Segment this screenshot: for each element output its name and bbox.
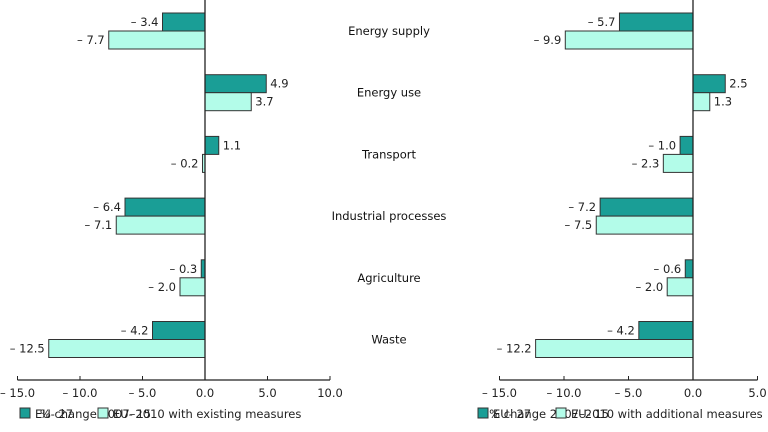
legend-swatch	[97, 407, 109, 419]
legend-item-eu-15: EU- 15	[555, 407, 609, 421]
data-label-industrial-processes-eu-27: – 7.2	[568, 200, 596, 214]
category-label-agriculture: Agriculture	[357, 271, 420, 285]
bar-energy-supply-eu-27	[618, 12, 694, 32]
data-label-energy-supply-eu-15: – 7.7	[77, 33, 105, 47]
data-label-energy-use-eu-15: 1.3	[714, 95, 732, 109]
bar-waste-eu-15	[535, 339, 694, 358]
data-label-energy-supply-eu-27: – 5.7	[588, 15, 616, 29]
category-label-energy-use: Energy use	[357, 86, 421, 100]
bar-energy-supply-eu-27	[162, 12, 206, 32]
x-tick-label: 5.0	[748, 386, 766, 400]
x-tick-label: – 5.0	[615, 386, 643, 400]
data-label-agriculture-eu-27: – 0.3	[170, 262, 198, 276]
bar-industrial-processes-eu-27	[124, 197, 206, 217]
data-label-transport-eu-15: – 0.2	[171, 156, 199, 170]
data-label-agriculture-eu-27: – 0.6	[654, 262, 682, 276]
bar-transport-eu-27	[204, 135, 220, 155]
bar-waste-eu-27	[152, 321, 206, 340]
legend-item-eu-15: EU- 15	[97, 407, 151, 421]
category-label-energy-supply: Energy supply	[348, 24, 430, 38]
bar-energy-use-eu-27	[204, 74, 267, 94]
bar-waste-eu-27	[638, 321, 694, 340]
data-label-waste-eu-15: – 12.2	[497, 342, 532, 356]
legend-item-eu-27: EU- 27	[19, 407, 73, 421]
bar-energy-supply-eu-15	[108, 30, 206, 50]
legend-label: EU- 15	[571, 407, 609, 421]
bar-waste-eu-15	[48, 339, 206, 358]
data-label-industrial-processes-eu-15: – 7.5	[565, 218, 593, 232]
bar-energy-use-eu-15	[692, 92, 711, 112]
data-label-energy-supply-eu-15: – 9.9	[534, 33, 562, 47]
bar-energy-supply-eu-15	[564, 30, 694, 50]
x-tick-label: – 5.0	[129, 386, 157, 400]
bar-energy-use-eu-27	[692, 74, 726, 94]
data-label-transport-eu-27: – 1.0	[648, 138, 676, 152]
bar-energy-use-eu-15	[204, 92, 252, 112]
x-axis-title: % change 2007–2010 with existing measure…	[40, 407, 302, 421]
data-label-transport-eu-15: – 2.3	[632, 156, 660, 170]
bar-agriculture-eu-15	[666, 277, 694, 297]
data-label-agriculture-eu-15: – 2.0	[635, 280, 663, 294]
bar-industrial-processes-eu-15	[115, 215, 206, 235]
legend-label: EU- 15	[113, 407, 151, 421]
bar-agriculture-eu-15	[179, 277, 206, 297]
bar-agriculture-eu-27	[684, 259, 694, 279]
data-label-transport-eu-27: 1.1	[223, 138, 241, 152]
legend-label: EU- 27	[35, 407, 73, 421]
category-labels: Energy supply Energy use Transport Industri…	[332, 24, 447, 347]
left-panel-existing-measures: – 3.4 – 7.7 4.9 3.7 1.1 – 0.2 – 6.4 – 7.1 – 0.3 –…	[0, 0, 343, 421]
bar-industrial-processes-eu-15	[595, 215, 694, 235]
x-tick-label: 10.0	[317, 386, 343, 400]
data-label-industrial-processes-eu-15: – 7.1	[85, 218, 113, 232]
legend-swatch	[477, 407, 489, 419]
x-tick-label: – 10.0	[62, 386, 97, 400]
category-label-industrial-processes: Industrial processes	[332, 209, 447, 223]
bar-industrial-processes-eu-27	[599, 197, 694, 217]
data-label-waste-eu-27: – 4.2	[607, 324, 635, 338]
legend-label: EU- 27	[493, 407, 531, 421]
category-label-waste: Waste	[371, 333, 406, 347]
legend-item-eu-27: EU- 27	[477, 407, 531, 421]
right-panel-additional-measures: – 5.7 – 9.9 2.5 1.3 – 1.0 – 2.3 – 7.2 – 7.5 – 0.…	[477, 0, 767, 421]
bar-transport-eu-15	[662, 153, 694, 173]
data-label-waste-eu-15: – 12.5	[10, 342, 45, 356]
data-label-energy-supply-eu-27: – 3.4	[131, 15, 159, 29]
legend-swatch	[555, 407, 567, 419]
data-label-waste-eu-27: – 4.2	[121, 324, 149, 338]
data-label-agriculture-eu-15: – 2.0	[148, 280, 176, 294]
x-tick-label: – 15.0	[0, 386, 35, 400]
data-label-energy-use-eu-15: 3.7	[255, 95, 273, 109]
legend-swatch	[19, 407, 31, 419]
data-label-energy-use-eu-27: 4.9	[270, 77, 288, 91]
x-tick-label: – 10.0	[546, 386, 581, 400]
category-label-transport: Transport	[361, 147, 416, 161]
x-tick-label: 5.0	[258, 386, 276, 400]
x-tick-label: 0.0	[196, 386, 214, 400]
bar-transport-eu-27	[679, 135, 694, 155]
data-label-energy-use-eu-27: 2.5	[729, 77, 747, 91]
data-label-industrial-processes-eu-27: – 6.4	[93, 200, 121, 214]
x-tick-label: – 15.0	[482, 386, 517, 400]
x-tick-label: 0.0	[684, 386, 702, 400]
